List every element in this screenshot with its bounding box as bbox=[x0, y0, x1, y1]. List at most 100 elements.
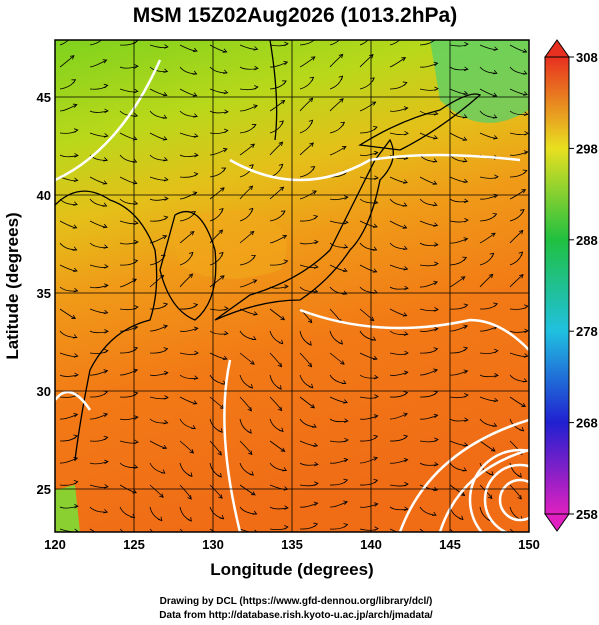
coastlines bbox=[55, 40, 482, 461]
stream-arrow bbox=[521, 189, 527, 194]
stream-arrow bbox=[280, 315, 286, 321]
stream-arrow bbox=[339, 98, 344, 103]
stream-arrow bbox=[403, 106, 409, 111]
stream-arrow bbox=[464, 41, 469, 47]
stream-arrow bbox=[278, 163, 284, 169]
stream-arrow bbox=[369, 53, 374, 59]
stream-arrow bbox=[487, 494, 493, 500]
stream-arrow bbox=[492, 92, 498, 97]
stream-arrow bbox=[343, 500, 349, 505]
colorbar-tick-label: 268 bbox=[576, 416, 598, 431]
stream-arrow bbox=[463, 66, 469, 72]
stream-arrow bbox=[523, 111, 529, 116]
stream-arrow bbox=[133, 200, 139, 206]
stream-arrow bbox=[464, 417, 469, 423]
streamline bbox=[359, 415, 378, 420]
stream-arrow bbox=[251, 254, 256, 260]
streamline bbox=[299, 241, 319, 245]
stream-arrow bbox=[277, 362, 283, 368]
stream-arrow bbox=[164, 44, 169, 49]
streamline bbox=[419, 414, 438, 420]
stream-arrow bbox=[73, 353, 79, 358]
stream-arrow bbox=[433, 486, 439, 492]
stream-arrow bbox=[162, 444, 168, 449]
stream-arrow bbox=[489, 252, 495, 258]
stream-arrow bbox=[493, 46, 499, 51]
stream-arrow bbox=[434, 86, 439, 92]
stream-arrow bbox=[189, 449, 195, 454]
stream-arrow bbox=[218, 229, 224, 235]
stream-arrow bbox=[489, 471, 494, 476]
stream-arrow bbox=[434, 437, 439, 443]
isobars bbox=[55, 59, 529, 532]
stream-arrow bbox=[307, 362, 313, 368]
stream-arrow bbox=[488, 539, 492, 543]
stream-arrow bbox=[104, 484, 109, 489]
stream-arrow bbox=[463, 178, 469, 184]
x-tick-label: 145 bbox=[439, 537, 461, 552]
stream-arrow bbox=[103, 309, 109, 315]
stream-arrow bbox=[133, 88, 139, 94]
stream-arrow bbox=[310, 56, 316, 61]
stream-arrow bbox=[433, 111, 439, 116]
stream-arrow bbox=[101, 35, 105, 39]
stream-arrow bbox=[163, 157, 169, 162]
stream-arrow bbox=[493, 302, 499, 307]
stream-arrow bbox=[341, 380, 347, 385]
stream-arrow bbox=[253, 104, 258, 109]
stream-arrow bbox=[193, 326, 199, 331]
stream-arrow bbox=[464, 217, 469, 223]
streamline bbox=[299, 190, 317, 200]
stream-arrow bbox=[434, 261, 439, 267]
stream-arrow bbox=[370, 77, 375, 82]
stream-arrow bbox=[403, 412, 408, 417]
stream-arrow bbox=[463, 90, 469, 96]
stream-arrow bbox=[488, 273, 494, 279]
stream-arrow bbox=[342, 290, 348, 295]
stream-arrow bbox=[403, 370, 409, 375]
stream-arrow bbox=[193, 375, 199, 380]
stream-arrow bbox=[250, 143, 256, 148]
stream-arrow bbox=[312, 190, 317, 195]
stream-arrow bbox=[404, 285, 409, 291]
streamline bbox=[509, 528, 515, 532]
stream-arrow bbox=[163, 215, 169, 221]
stream-arrow bbox=[69, 55, 75, 60]
streamline bbox=[389, 371, 408, 376]
stream-arrow bbox=[491, 232, 496, 237]
stream-arrow bbox=[493, 348, 499, 354]
stream-arrow bbox=[73, 480, 79, 485]
stream-arrow bbox=[464, 393, 469, 398]
stream-arrow bbox=[72, 103, 78, 108]
map-field bbox=[55, 35, 529, 543]
stream-arrow bbox=[282, 467, 288, 472]
streamline bbox=[299, 142, 314, 156]
colorbar bbox=[544, 56, 570, 515]
stream-arrow bbox=[523, 150, 529, 155]
stream-arrow bbox=[314, 461, 319, 467]
streamline bbox=[89, 40, 102, 46]
stream-arrow bbox=[187, 495, 192, 500]
stream-arrow bbox=[249, 230, 255, 236]
stream-arrow bbox=[524, 130, 529, 136]
stream-arrow bbox=[517, 494, 522, 500]
stream-arrow bbox=[103, 157, 108, 162]
stream-arrow bbox=[193, 133, 199, 138]
streamline bbox=[299, 56, 316, 68]
stream-arrow bbox=[373, 502, 379, 507]
warm-region bbox=[170, 210, 287, 279]
stream-arrow bbox=[104, 283, 109, 288]
stream-arrow bbox=[193, 113, 198, 118]
streamline bbox=[449, 528, 454, 532]
stream-arrow bbox=[279, 186, 285, 192]
stream-arrow bbox=[102, 202, 108, 207]
stream-arrow bbox=[133, 259, 139, 264]
stream-arrow bbox=[372, 246, 378, 251]
stream-arrow bbox=[224, 109, 229, 114]
stream-arrow bbox=[433, 135, 439, 140]
stream-arrow bbox=[133, 220, 139, 226]
stream-arrow bbox=[374, 394, 379, 399]
taiwan bbox=[55, 485, 80, 532]
stream-arrow bbox=[72, 246, 78, 251]
stream-arrow bbox=[463, 303, 469, 308]
